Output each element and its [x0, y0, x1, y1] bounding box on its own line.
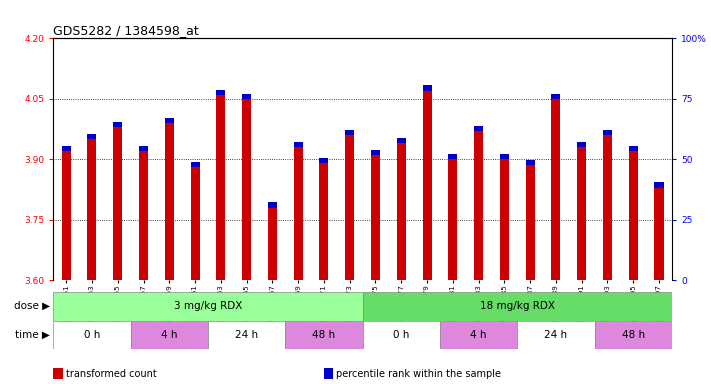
- Bar: [139, 151, 148, 280]
- Bar: [165, 118, 173, 123]
- Bar: [397, 138, 406, 143]
- Bar: [62, 151, 70, 280]
- Text: 4 h: 4 h: [161, 330, 178, 340]
- Bar: [131, 321, 208, 349]
- Bar: [191, 167, 200, 280]
- Text: 24 h: 24 h: [235, 330, 258, 340]
- Bar: [629, 151, 638, 280]
- Bar: [216, 89, 225, 95]
- Bar: [87, 139, 97, 280]
- Bar: [474, 126, 483, 131]
- Bar: [525, 166, 535, 280]
- Text: 24 h: 24 h: [545, 330, 567, 340]
- Bar: [268, 202, 277, 208]
- Bar: [319, 163, 328, 280]
- Bar: [346, 135, 354, 280]
- Text: 18 mg/kg RDX: 18 mg/kg RDX: [480, 301, 555, 311]
- Text: time ▶: time ▶: [15, 330, 50, 340]
- Bar: [216, 95, 225, 280]
- Text: 0 h: 0 h: [393, 330, 410, 340]
- Bar: [603, 135, 612, 280]
- Bar: [87, 134, 97, 139]
- Text: dose ▶: dose ▶: [14, 301, 50, 311]
- Bar: [242, 99, 251, 280]
- Bar: [655, 182, 663, 187]
- Bar: [371, 150, 380, 155]
- Bar: [113, 122, 122, 127]
- Text: 0 h: 0 h: [84, 330, 100, 340]
- Bar: [577, 147, 586, 280]
- Bar: [363, 292, 672, 321]
- Bar: [191, 162, 200, 167]
- Bar: [422, 86, 432, 91]
- Bar: [500, 159, 509, 280]
- Bar: [62, 146, 70, 151]
- Bar: [268, 208, 277, 280]
- Bar: [440, 321, 517, 349]
- Bar: [242, 94, 251, 99]
- Bar: [594, 321, 672, 349]
- Bar: [371, 155, 380, 280]
- Bar: [449, 159, 457, 280]
- Bar: [285, 321, 363, 349]
- Bar: [525, 160, 535, 166]
- Text: GDS5282 / 1384598_at: GDS5282 / 1384598_at: [53, 24, 199, 37]
- Bar: [53, 292, 363, 321]
- Text: percentile rank within the sample: percentile rank within the sample: [336, 369, 501, 379]
- Bar: [474, 131, 483, 280]
- Bar: [397, 143, 406, 280]
- Bar: [517, 321, 594, 349]
- Bar: [449, 154, 457, 159]
- Bar: [655, 187, 663, 280]
- Bar: [629, 146, 638, 151]
- Text: 48 h: 48 h: [312, 330, 336, 340]
- Bar: [294, 147, 303, 280]
- Text: transformed count: transformed count: [66, 369, 157, 379]
- Text: 4 h: 4 h: [471, 330, 487, 340]
- Bar: [363, 321, 440, 349]
- Bar: [53, 321, 131, 349]
- Bar: [552, 99, 560, 280]
- Bar: [603, 130, 612, 135]
- Bar: [165, 123, 173, 280]
- Bar: [113, 127, 122, 280]
- Bar: [552, 94, 560, 99]
- Bar: [294, 142, 303, 147]
- Bar: [577, 142, 586, 147]
- Text: 48 h: 48 h: [621, 330, 645, 340]
- Text: 3 mg/kg RDX: 3 mg/kg RDX: [173, 301, 242, 311]
- Bar: [208, 321, 285, 349]
- Bar: [319, 158, 328, 163]
- Bar: [500, 154, 509, 159]
- Bar: [422, 91, 432, 280]
- Bar: [139, 146, 148, 151]
- Bar: [346, 130, 354, 135]
